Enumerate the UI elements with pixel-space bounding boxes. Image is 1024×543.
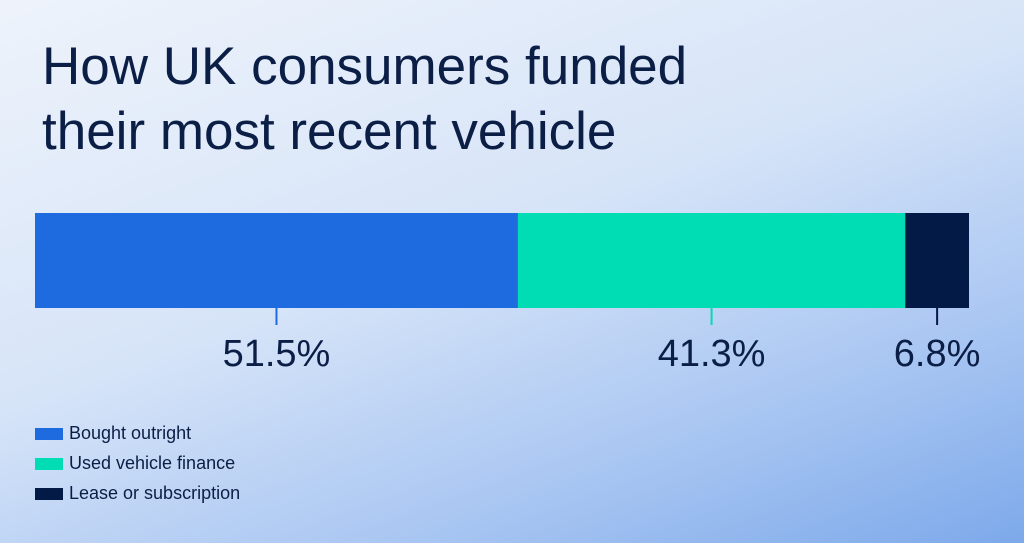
bar-segment xyxy=(517,213,906,308)
chart-title: How UK consumers funded their most recen… xyxy=(42,37,688,161)
legend-label: Used vehicle finance xyxy=(69,453,235,473)
value-label: 6.8% xyxy=(894,333,981,375)
value-label: 41.3% xyxy=(658,333,766,375)
bar-segment xyxy=(905,213,969,308)
bar-segment xyxy=(35,213,518,308)
legend-label: Bought outright xyxy=(69,423,191,443)
legend-label: Lease or subscription xyxy=(69,483,240,503)
legend-swatch xyxy=(35,428,63,440)
legend-swatch xyxy=(35,458,63,470)
value-label: 51.5% xyxy=(223,333,331,375)
legend-swatch xyxy=(35,488,63,500)
